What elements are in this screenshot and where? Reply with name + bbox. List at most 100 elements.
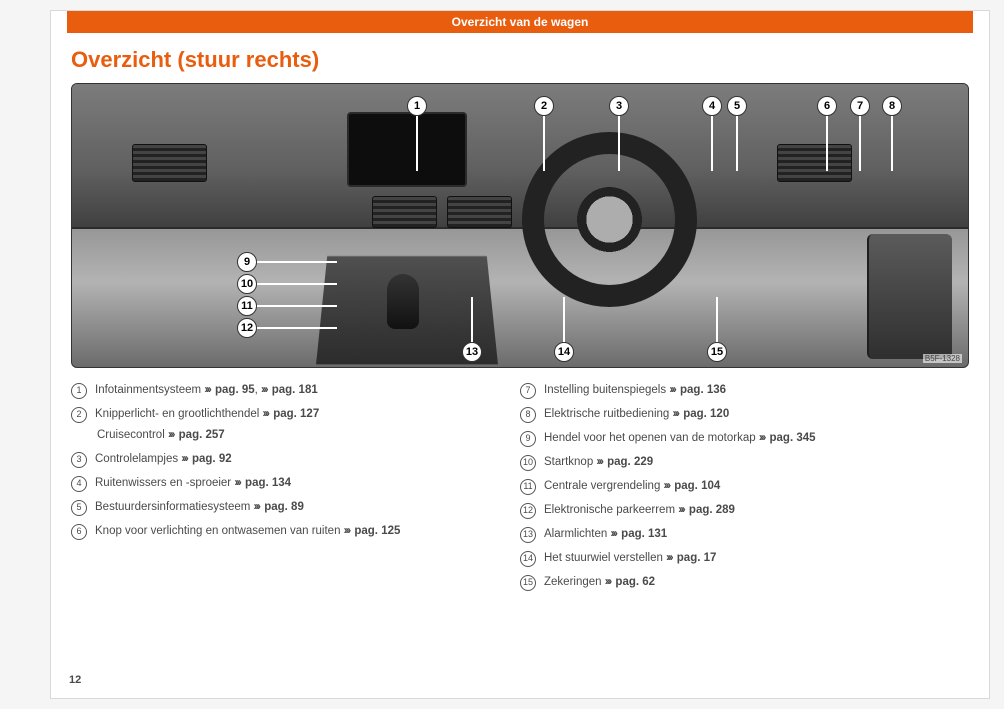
page-reference: pag. 131 bbox=[610, 528, 667, 540]
legend-number: 4 bbox=[71, 476, 87, 492]
legend-item: 2 Knipperlicht- en grootlichthendel pag. … bbox=[71, 406, 500, 423]
page-reference: pag. 120 bbox=[673, 408, 730, 420]
legend-number: 3 bbox=[71, 452, 87, 468]
page-reference: pag. 125 bbox=[344, 525, 401, 537]
legend-number: 13 bbox=[520, 527, 536, 543]
legend-number: 11 bbox=[520, 479, 536, 495]
legend-text: Knipperlicht- en grootlichthendel pag. 1… bbox=[95, 406, 319, 423]
page-reference: pag. 92 bbox=[181, 453, 231, 465]
legend-number: 10 bbox=[520, 455, 536, 471]
legend-item: 15 Zekeringen pag. 62 bbox=[520, 574, 949, 591]
figure-reference: B5F-1328 bbox=[923, 354, 962, 363]
callout-leader bbox=[257, 327, 337, 329]
legend: 1Infotainmentsysteem pag. 95, pag. 1812K… bbox=[71, 382, 969, 598]
legend-text: Hendel voor het openen van de motorkap p… bbox=[544, 430, 816, 447]
callout-leader bbox=[826, 116, 828, 171]
legend-text: Zekeringen pag. 62 bbox=[544, 574, 655, 591]
chapter-header: Overzicht van de wagen bbox=[67, 11, 973, 33]
legend-number: 15 bbox=[520, 575, 536, 591]
callout-leader bbox=[471, 297, 473, 342]
legend-number: 1 bbox=[71, 383, 87, 399]
legend-number: 9 bbox=[520, 431, 536, 447]
page-reference: pag. 104 bbox=[664, 480, 721, 492]
steering-wheel-icon bbox=[522, 132, 697, 307]
legend-text: Centrale vergrendeling pag. 104 bbox=[544, 478, 720, 495]
air-vent-icon bbox=[372, 196, 437, 228]
callout-leader bbox=[711, 116, 713, 171]
callout-bubble: 11 bbox=[237, 296, 257, 316]
legend-item: 3 Controlelampjes pag. 92 bbox=[71, 451, 500, 468]
legend-text: Instelling buitenspiegels pag. 136 bbox=[544, 382, 726, 399]
callout-bubble: 13 bbox=[462, 342, 482, 362]
callout-bubble: 3 bbox=[609, 96, 629, 116]
legend-item: 14 Het stuurwiel verstellen pag. 17 bbox=[520, 550, 949, 567]
legend-text: Bestuurdersinformatiesysteem pag. 89 bbox=[95, 499, 304, 516]
legend-item: 12 Elektronische parkeerrem pag. 289 bbox=[520, 502, 949, 519]
callout-bubble: 8 bbox=[882, 96, 902, 116]
infotainment-screen bbox=[347, 112, 467, 187]
callout-bubble: 9 bbox=[237, 252, 257, 272]
legend-text: Elektronische parkeerrem pag. 289 bbox=[544, 502, 735, 519]
callout-leader bbox=[543, 116, 545, 171]
legend-number: 5 bbox=[71, 500, 87, 516]
callout-leader bbox=[891, 116, 893, 171]
legend-number: 12 bbox=[520, 503, 536, 519]
legend-text: Controlelampjes pag. 92 bbox=[95, 451, 232, 468]
legend-item: 5 Bestuurdersinformatiesysteem pag. 89 bbox=[71, 499, 500, 516]
callout-leader bbox=[416, 116, 418, 171]
legend-number: 2 bbox=[71, 407, 87, 423]
legend-text: Knop voor verlichting en ontwasemen van … bbox=[95, 523, 400, 540]
page-reference: pag. 229 bbox=[596, 456, 653, 468]
callout-leader bbox=[563, 297, 565, 342]
legend-item: 1 Infotainmentsysteem pag. 95, pag. 181 bbox=[71, 382, 500, 399]
page-reference: pag. 136 bbox=[669, 384, 726, 396]
callout-leader bbox=[257, 283, 337, 285]
callout-leader bbox=[618, 116, 620, 171]
page-reference: pag. 89 bbox=[254, 501, 304, 513]
legend-column-right: 7Instelling buitenspiegels pag. 136 8 Elek… bbox=[520, 382, 969, 598]
legend-text: Het stuurwiel verstellen pag. 17 bbox=[544, 550, 716, 567]
page-reference: pag. 289 bbox=[678, 504, 735, 516]
page-reference: pag. 134 bbox=[234, 477, 291, 489]
legend-number: 14 bbox=[520, 551, 536, 567]
page-reference: pag. 62 bbox=[605, 576, 655, 588]
air-vent-icon bbox=[447, 196, 512, 228]
callout-bubble: 10 bbox=[237, 274, 257, 294]
page-reference: pag. 17 bbox=[666, 552, 716, 564]
legend-item: 7Instelling buitenspiegels pag. 136 bbox=[520, 382, 949, 399]
legend-text: Infotainmentsysteem pag. 95, pag. 181 bbox=[95, 382, 318, 399]
page-reference: pag. 257 bbox=[168, 429, 225, 441]
air-vent-icon bbox=[777, 144, 852, 182]
callout-bubble: 14 bbox=[554, 342, 574, 362]
page-reference: pag. 345 bbox=[759, 432, 816, 444]
callout-bubble: 5 bbox=[727, 96, 747, 116]
callout-bubble: 12 bbox=[237, 318, 257, 338]
legend-item: 4 Ruitenwissers en -sproeier pag. 134 bbox=[71, 475, 500, 492]
legend-text: Ruitenwissers en -sproeier pag. 134 bbox=[95, 475, 291, 492]
legend-item: 10 Startknop pag. 229 bbox=[520, 454, 949, 471]
callout-bubble: 7 bbox=[850, 96, 870, 116]
page-reference: pag. 181 bbox=[261, 384, 318, 396]
legend-item: 11 Centrale vergrendeling pag. 104 bbox=[520, 478, 949, 495]
legend-text: Elektrische ruitbediening pag. 120 bbox=[544, 406, 729, 423]
callout-leader bbox=[257, 305, 337, 307]
page-reference: pag. 95 bbox=[204, 384, 254, 396]
callout-bubble: 6 bbox=[817, 96, 837, 116]
legend-number: 8 bbox=[520, 407, 536, 423]
callout-leader bbox=[257, 261, 337, 263]
legend-item: 13 Alarmlichten pag. 131 bbox=[520, 526, 949, 543]
section-title: Overzicht (stuur rechts) bbox=[71, 47, 969, 73]
legend-number: 6 bbox=[71, 524, 87, 540]
legend-item: 8 Elektrische ruitbediening pag. 120 bbox=[520, 406, 949, 423]
dashboard-figure: 123456781314159101112 B5F-1328 bbox=[71, 83, 969, 368]
callout-bubble: 1 bbox=[407, 96, 427, 116]
manual-page: Overzicht van de wagen Overzicht (stuur … bbox=[50, 10, 990, 699]
page-number: 12 bbox=[69, 674, 81, 686]
legend-subitem: Cruisecontrol pag. 257 bbox=[71, 427, 500, 444]
callout-bubble: 2 bbox=[534, 96, 554, 116]
legend-text: Startknop pag. 229 bbox=[544, 454, 653, 471]
legend-text: Alarmlichten pag. 131 bbox=[544, 526, 667, 543]
callout-bubble: 15 bbox=[707, 342, 727, 362]
air-vent-icon bbox=[132, 144, 207, 182]
callout-leader bbox=[736, 116, 738, 171]
